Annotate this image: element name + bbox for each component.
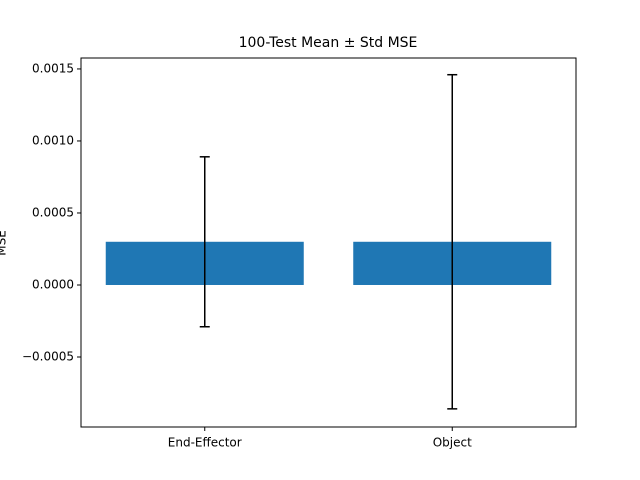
y-tick-label: 0.0010	[32, 133, 74, 147]
plot-frame	[80, 57, 577, 428]
error-bar	[447, 73, 458, 410]
y-tick-label: 0.0005	[32, 205, 74, 219]
y-tick-label: 0.0015	[32, 61, 74, 75]
y-axis-label: MSE	[0, 230, 9, 256]
x-tick-label: Object	[433, 436, 472, 450]
error-bar	[199, 156, 210, 328]
y-tick-label: 0.0000	[32, 277, 74, 291]
x-tick-label: End-Effector	[168, 436, 242, 450]
y-tick-label: −0.0005	[22, 350, 74, 364]
chart-title: 100-Test Mean ± Std MSE	[239, 35, 418, 51]
